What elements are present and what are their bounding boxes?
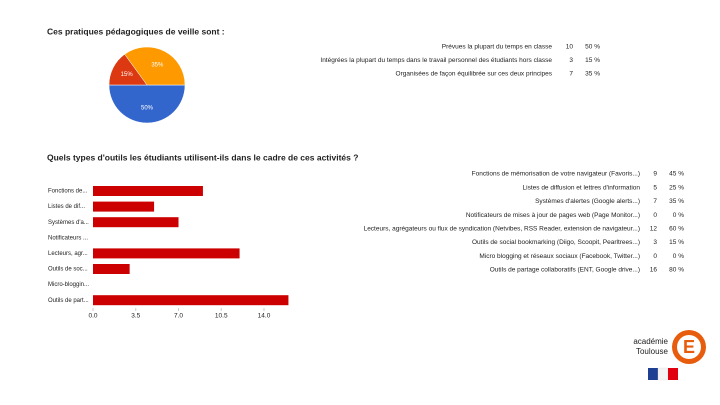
legend-count: 5: [653, 184, 657, 191]
legend-label: Prévues la plupart du temps en classe: [442, 44, 553, 51]
legend-percent: 35 %: [585, 71, 600, 78]
legend-label: Lecteurs, agrégateurs ou flux de syndica…: [364, 226, 640, 233]
y-tick-label: Outils de soc...: [48, 267, 88, 273]
legend-count: 7: [653, 198, 657, 205]
slice-label: 15%: [121, 72, 134, 78]
y-tick-label: Outils de part...: [48, 298, 89, 304]
pie-slice: [108, 84, 186, 124]
legend-label: Intégrées la plupart du temps dans le tr…: [320, 57, 552, 64]
legend-percent: 25 %: [669, 184, 684, 191]
legend-count: 9: [653, 171, 657, 178]
slice-label: 35%: [151, 62, 164, 68]
y-tick-label: Notificateurs ...: [48, 235, 88, 241]
legend-count: 3: [569, 57, 573, 64]
y-tick-label: Systèmes d'a...: [48, 220, 89, 226]
legend-label: Systèmes d'alertes (Google alerts...): [535, 198, 640, 205]
legend-label: Outils de social bookmarking (Diigo, Sco…: [472, 239, 640, 246]
bar: [93, 201, 155, 212]
logo-text: Toulouse: [636, 347, 669, 356]
legend-count: 16: [650, 267, 658, 274]
y-tick-label: Fonctions de...: [48, 189, 88, 195]
x-tick-label: 0.0: [88, 313, 97, 320]
x-tick-label: 10.5: [215, 313, 228, 320]
legend-count: 7: [569, 71, 573, 78]
pie-slice: [124, 46, 186, 86]
legend-label: Notificateurs de mises à jour de pages w…: [466, 212, 640, 219]
legend-percent: 35 %: [669, 198, 684, 205]
bar: [93, 186, 203, 196]
y-tick-label: Lecteurs, agr...: [48, 251, 88, 257]
x-tick-label: 7.0: [174, 313, 183, 320]
y-tick-label: Listes de dif...: [48, 204, 85, 210]
y-tick-label: Micro-bloggin...: [48, 282, 89, 288]
legend-label: Micro blogging et réseaux sociaux (Faceb…: [479, 253, 640, 260]
x-tick-label: 14.0: [258, 313, 271, 320]
bar: [93, 295, 289, 306]
chart-title: Ces pratiques pédagogiques de veille son…: [47, 26, 225, 36]
x-tick-label: 3.5: [131, 313, 140, 320]
legend-percent: 60 %: [669, 226, 684, 233]
legend-percent: 15 %: [585, 57, 600, 64]
flag-blue: [648, 368, 658, 380]
legend-label: Listes de diffusion et lettres d'informa…: [523, 184, 641, 191]
legend-count: 0: [653, 253, 657, 260]
legend-percent: 45 %: [669, 171, 684, 178]
legend-percent: 15 %: [669, 239, 684, 246]
legend-percent: 80 %: [669, 267, 684, 274]
legend-percent: 0 %: [673, 212, 684, 219]
logo: E académie Toulouse: [633, 330, 706, 381]
bar: [93, 248, 240, 259]
legend-label: Fonctions de mémorisation de votre navig…: [472, 171, 640, 178]
bar: [93, 264, 130, 274]
legend-count: 0: [653, 212, 657, 219]
legend-count: 10: [566, 44, 574, 51]
legend-label: Organisées de façon équilibrée sur ces d…: [396, 71, 553, 78]
flag-white: [657, 367, 669, 381]
logo-text: académie: [633, 337, 668, 346]
legend-label: Outils de partage collaboratifs (ENT, Go…: [490, 267, 640, 274]
bar: [93, 217, 179, 228]
logo-inner: [677, 335, 701, 359]
legend-percent: 0 %: [673, 253, 684, 260]
legend-count: 3: [653, 239, 657, 246]
flag-red: [668, 368, 678, 380]
legend-percent: 50 %: [585, 44, 600, 51]
chart-title: Quels types d'outils les étudiants utili…: [47, 152, 358, 162]
slice-label: 50%: [141, 105, 154, 111]
logo-letter: E: [683, 337, 695, 357]
legend-count: 12: [650, 226, 658, 233]
